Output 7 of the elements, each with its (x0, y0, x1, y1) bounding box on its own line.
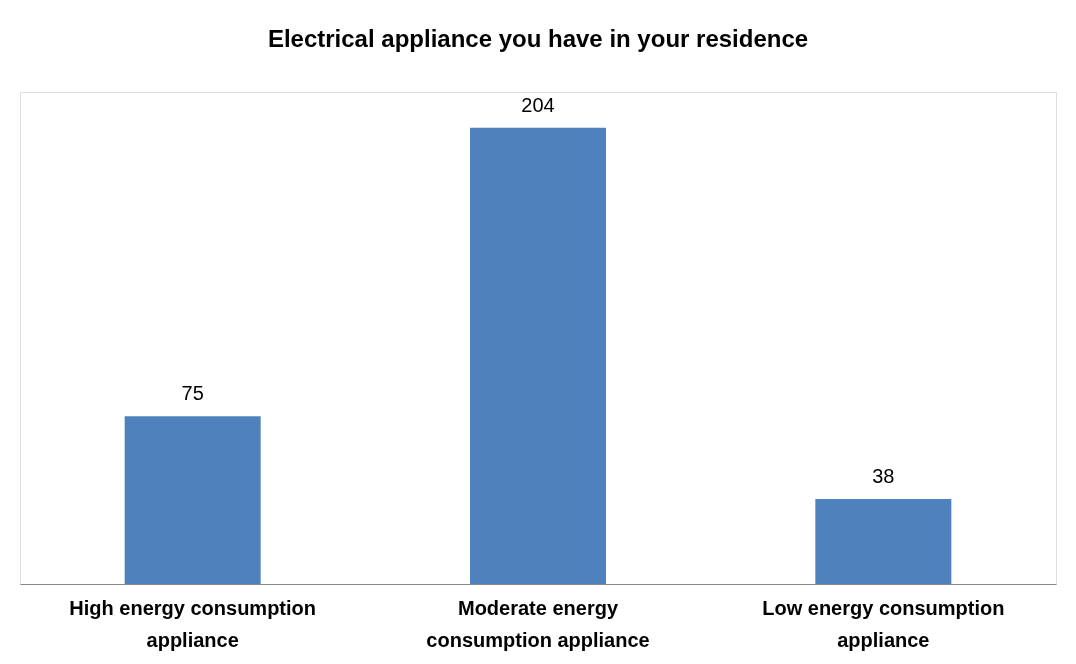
x-tick-label: Low energy consumption appliance (762, 596, 1005, 651)
data-label: 75 (181, 382, 204, 405)
chart-title: Electrical appliance you have in your residence (267, 25, 809, 52)
data-label: 38 (872, 465, 895, 488)
data-label: 204 (521, 93, 555, 116)
x-tick-label: Moderate energy consumption appliance (426, 596, 650, 651)
x-tick-label: High energy consumption appliance (69, 596, 317, 651)
